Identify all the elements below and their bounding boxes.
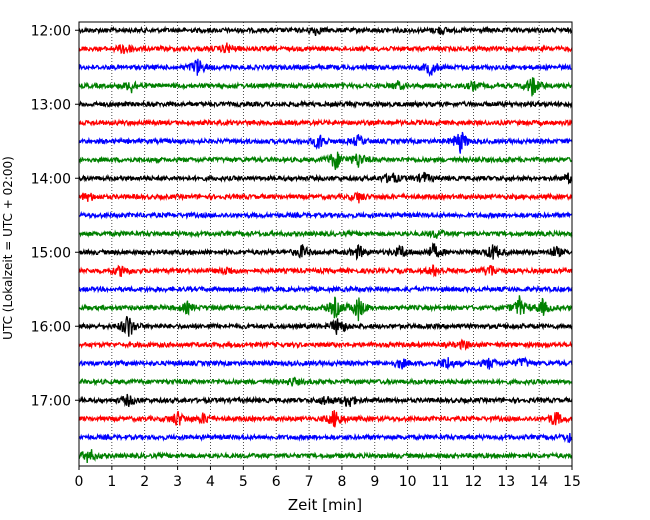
seismic-trace [78, 191, 573, 204]
seismic-trace [78, 432, 573, 444]
seismic-trace [78, 58, 573, 78]
x-tick-label: 6 [272, 474, 281, 490]
x-tick-label: 9 [370, 474, 379, 490]
seismic-trace [78, 210, 573, 220]
seismic-trace [78, 376, 573, 387]
seismic-trace [78, 284, 573, 294]
x-tick-label: 11 [432, 474, 450, 490]
y-tick-label: 16:00 [31, 319, 71, 335]
y-tick-label: 13:00 [31, 97, 71, 113]
seismic-trace [78, 99, 573, 109]
seismic-trace [78, 118, 573, 128]
seismic-trace [78, 42, 573, 55]
seismic-traces [78, 25, 573, 464]
plot-frame [78, 21, 573, 467]
x-tick-label: 1 [107, 474, 116, 490]
x-tick-label: 10 [399, 474, 417, 490]
x-tick-label: 3 [173, 474, 182, 490]
x-tick-label: 7 [305, 474, 314, 490]
y-tick-label: 15:00 [31, 245, 71, 261]
x-tick-label: 13 [497, 474, 515, 490]
x-tick-label: 12 [464, 474, 482, 490]
seismic-trace [78, 242, 573, 261]
x-tick-label: 5 [239, 474, 248, 490]
seismic-trace [78, 131, 573, 154]
seismic-trace [78, 315, 573, 337]
seismic-trace [78, 151, 573, 171]
seismic-trace [78, 410, 573, 428]
seismic-trace [78, 171, 573, 185]
seismic-trace [78, 228, 573, 239]
y-tick-label: 14:00 [31, 171, 71, 187]
seismic-trace [78, 393, 573, 408]
x-tick-label: 8 [337, 474, 346, 490]
y-axis-ticks: 12:00 13:00 14:00 15:00 16:00 17:00 [31, 23, 79, 409]
y-axis-label: UTC (Lokalzeit = UTC + 02:00) [1, 156, 15, 340]
x-axis-ticks: 0 1 2 3 4 5 6 7 8 9 10 11 12 13 14 15 [75, 466, 581, 490]
seismic-trace [78, 77, 573, 97]
seismic-trace [78, 25, 573, 37]
seismic-trace [78, 356, 573, 371]
x-axis-label: Zeit [min] [288, 496, 362, 514]
x-tick-label: 14 [530, 474, 548, 490]
x-tick-label: 0 [75, 474, 84, 490]
x-tick-label: 4 [206, 474, 215, 490]
x-tick-label: 15 [563, 474, 581, 490]
y-tick-label: 17:00 [31, 393, 71, 409]
y-tick-label: 12:00 [31, 23, 71, 39]
seismic-trace [78, 264, 573, 278]
seismic-trace [78, 295, 573, 322]
seismic-trace [78, 338, 573, 351]
seismic-trace [78, 449, 573, 464]
x-tick-label: 2 [140, 474, 149, 490]
